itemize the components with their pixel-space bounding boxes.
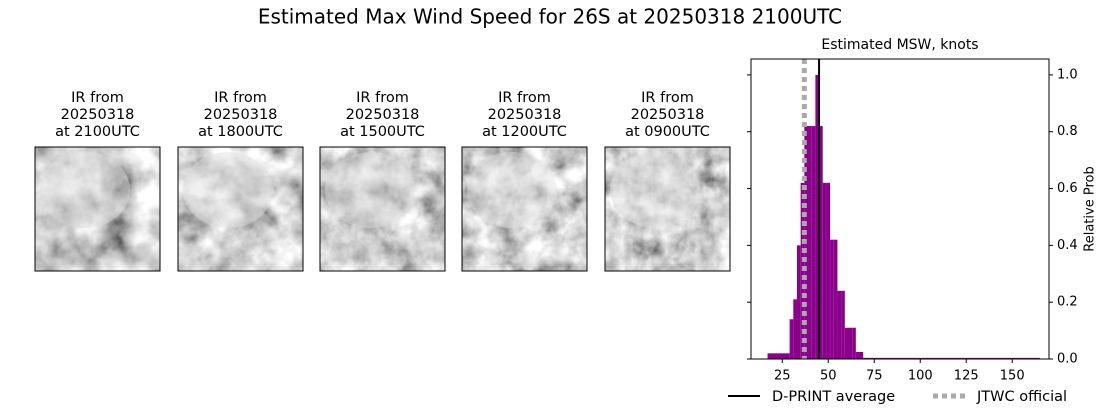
image-texture [320,147,445,271]
image-frame [177,146,304,272]
image-texture [178,147,303,271]
panel-caption: 20250318 [631,107,705,123]
bar [767,353,790,359]
bar [789,319,794,359]
image-texture [35,147,160,271]
cloud-mass [183,152,273,228]
chart-title: Estimated MSW, knots [821,37,978,53]
bar [844,327,849,359]
bar [830,239,834,359]
cloud-mass [467,152,557,228]
bar [833,239,838,359]
image-frame [319,146,446,272]
cloud-mass [610,152,700,228]
x-tick-label: 100 [908,369,933,384]
x-tick-label: 25 [774,369,791,384]
bar [793,299,797,359]
y-axis-label: Relative Prob [1083,166,1098,251]
image-texture [462,147,587,271]
bar [855,351,864,359]
plot-frame [750,58,1050,360]
x-tick-label: 75 [866,369,883,384]
panel-caption: 20250318 [61,107,135,123]
y-tick-label: 0.6 [1057,181,1078,196]
satellite-image [461,146,588,272]
x-tick-label: 125 [954,369,979,384]
image-frame [461,146,588,272]
y-tick-label: 0.8 [1057,124,1078,139]
image-frame [604,146,731,272]
cloud-mass [325,152,415,228]
legend-label: JTWC official [976,389,1067,405]
bar [837,290,842,359]
satellite-image [177,146,304,272]
panel-caption: at 1500UTC [340,124,425,140]
panel-caption: at 1200UTC [482,124,567,140]
panel-caption: at 0900UTC [625,124,710,140]
x-tick-label: 50 [820,369,837,384]
bar [826,182,831,359]
bar [815,74,820,359]
panel-caption: at 1800UTC [198,124,283,140]
panel-caption: 20250318 [346,107,420,123]
satellite-image [34,146,161,272]
panel-caption: IR from [214,90,267,106]
panel-caption: IR from [356,90,409,106]
panel-caption: IR from [498,90,551,106]
image-texture [605,147,730,271]
bar [808,126,812,359]
y-tick-label: 1.0 [1057,67,1078,82]
bar [822,182,827,359]
legend-label: D-PRINT average [772,389,895,405]
satellite-image [604,146,731,272]
panel-caption: 20250318 [488,107,562,123]
bar [811,126,816,359]
panel-caption: at 2100UTC [55,124,140,140]
y-tick-label: 0.0 [1057,352,1078,367]
bar [796,245,801,359]
x-tick-label: 150 [1000,369,1025,384]
bar [819,126,823,359]
bar [841,290,845,359]
image-frame [34,146,161,272]
panel-caption: IR from [71,90,124,106]
figure-title: Estimated Max Wind Speed for 26S at 2025… [258,5,842,29]
bar [848,327,853,359]
bar [852,327,856,359]
cloud-mass [40,152,130,228]
bar [863,357,1040,359]
y-tick-label: 0.2 [1057,295,1078,310]
y-tick-label: 0.4 [1057,238,1078,253]
panel-caption: 20250318 [204,107,278,123]
panel-caption: IR from [641,90,694,106]
satellite-image [319,146,446,272]
